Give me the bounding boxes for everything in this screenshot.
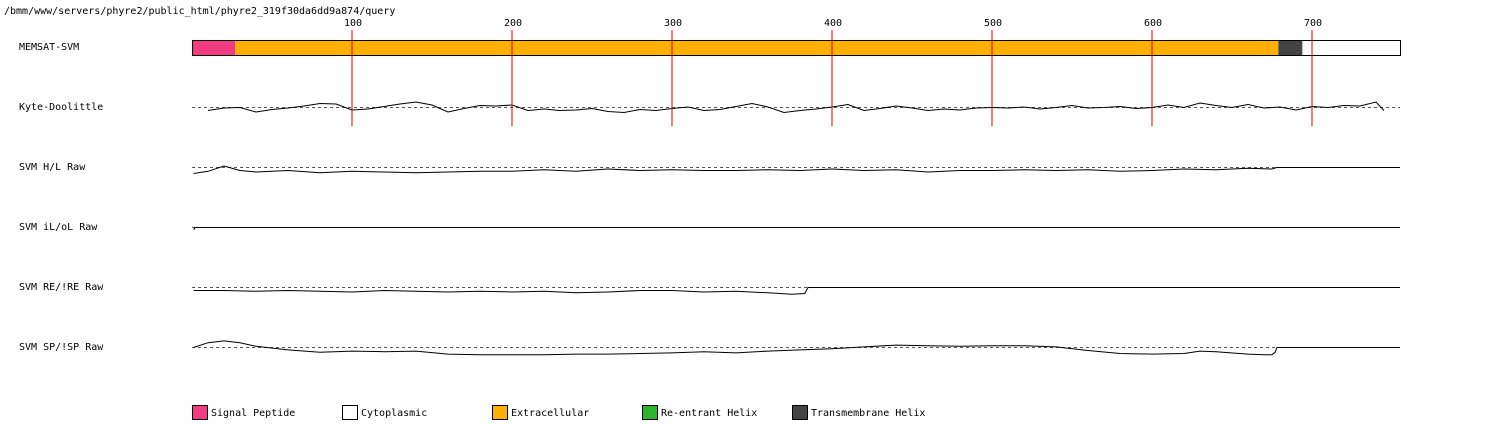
memsat-segment-cytoplasmic: [1302, 40, 1400, 55]
tick-labels: 100 200 300 400 500 600 700: [344, 18, 1322, 29]
track-0: MEMSAT-SVM: [19, 40, 1401, 56]
legend-item: Re-entrant Helix: [642, 405, 757, 420]
track-label: SVM iL/oL Raw: [19, 222, 98, 233]
legend-item: Extracellular: [492, 405, 589, 420]
track-label: MEMSAT-SVM: [19, 42, 79, 53]
trace-line: [193, 287, 1400, 295]
tick-lines: [351, 30, 1313, 126]
tick-label: 600: [1144, 18, 1162, 29]
track-label: SVM SP/!SP Raw: [19, 342, 104, 353]
tick-label: 700: [1304, 18, 1322, 29]
tick-label: 300: [664, 18, 682, 29]
legend-item: Cytoplasmic: [342, 405, 427, 420]
tick-label: 100: [344, 18, 362, 29]
tick-label: 500: [984, 18, 1002, 29]
legend-label: Extracellular: [511, 408, 589, 419]
memsat-segment-extracellular: [235, 40, 1279, 55]
trace-line: [193, 340, 1400, 356]
legend-item: Signal Peptide: [192, 405, 295, 420]
legend-label: Cytoplasmic: [361, 408, 427, 419]
tick-label: 200: [504, 18, 522, 29]
trace-line: [193, 227, 1400, 231]
legend-item: Transmembrane Helix: [792, 405, 925, 420]
legend-label: Transmembrane Helix: [811, 408, 925, 419]
legend: Signal Peptide Cytoplasmic Extracellular Re…: [192, 405, 925, 420]
file-path-title: /bmm/www/servers/phyre2/public_html/phyr…: [4, 6, 395, 17]
track-label: SVM H/L Raw: [19, 162, 86, 173]
legend-swatch: [492, 405, 508, 420]
track-5: SVM SP/!SP Raw: [19, 340, 1400, 356]
legend-label: Signal Peptide: [211, 408, 295, 419]
track-4: SVM RE/!RE Raw: [19, 282, 1400, 295]
tick-label: 400: [824, 18, 842, 29]
legend-swatch: [642, 405, 658, 420]
trace-line: [193, 165, 1400, 174]
memsat-segment-signal-peptide: [192, 40, 236, 55]
memsat-bar-outline: [192, 40, 1401, 56]
trace-line: [207, 101, 1385, 114]
track-1: Kyte-Doolittle: [19, 101, 1400, 114]
track-label: SVM RE/!RE Raw: [19, 282, 104, 293]
track-3: SVM iL/oL Raw: [19, 222, 1400, 233]
legend-label: Re-entrant Helix: [661, 408, 757, 419]
tracks: MEMSAT-SVM Kyte-Doolittle SVM H/L Raw SVM i…: [19, 40, 1401, 356]
legend-swatch: [192, 405, 208, 420]
legend-swatch: [342, 405, 358, 420]
legend-swatch: [792, 405, 808, 420]
memsat-segment-transmembrane-helix: [1278, 40, 1303, 55]
track-label: Kyte-Doolittle: [19, 102, 103, 113]
track-2: SVM H/L Raw: [19, 162, 1400, 174]
